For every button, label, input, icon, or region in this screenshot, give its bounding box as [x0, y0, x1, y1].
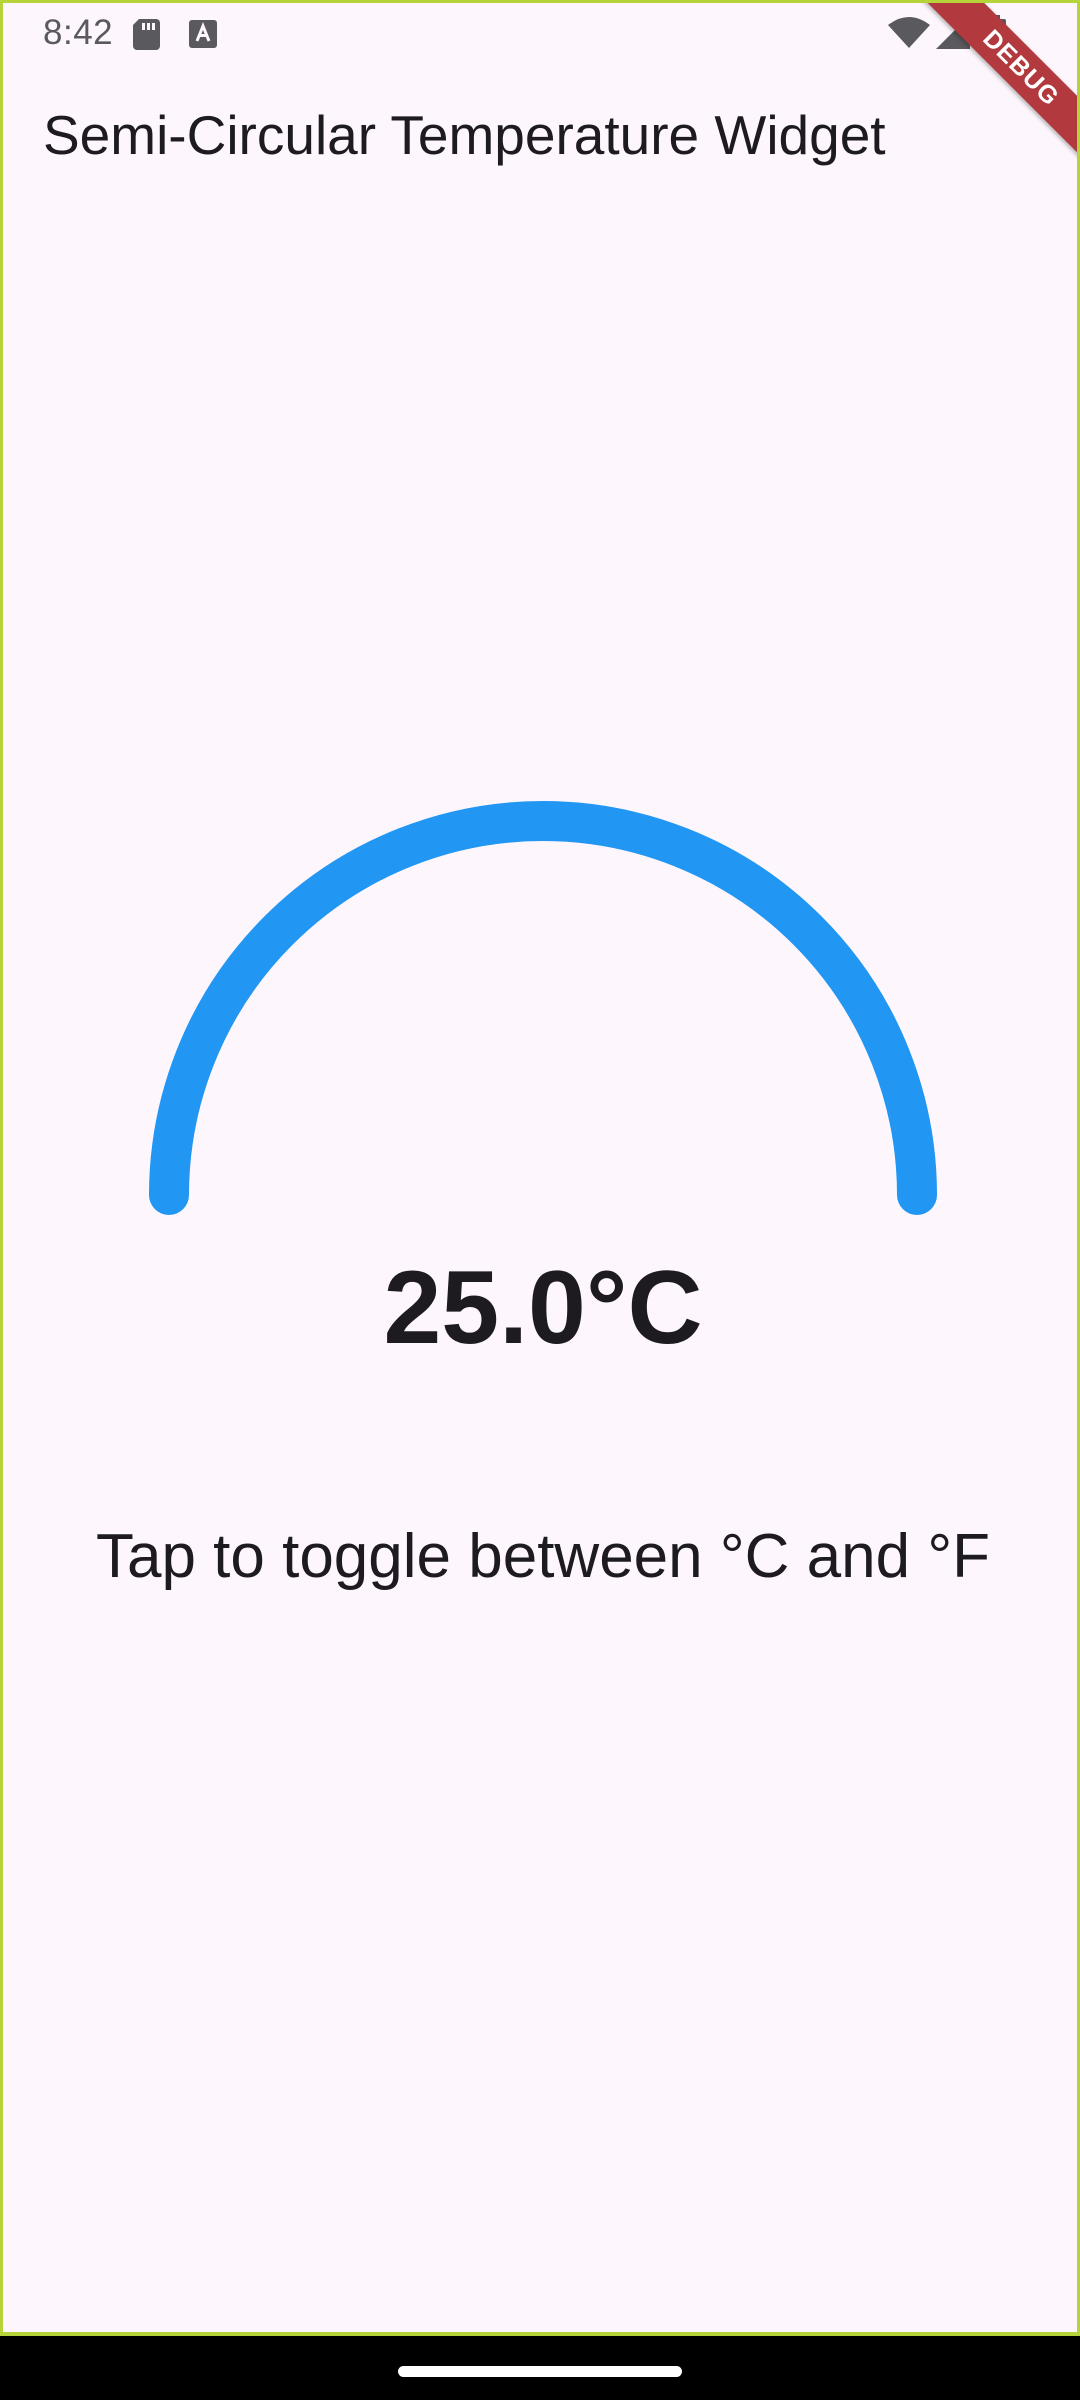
app-screen: 8:42 DEBUG Semi-Circular Temperature Wid…	[0, 0, 1080, 2336]
app-bar-title: Semi-Circular Temperature Widget	[43, 104, 886, 166]
sd-card-icon	[133, 19, 160, 50]
gauge-arc	[149, 801, 937, 1215]
temperature-value[interactable]: 25.0°C	[383, 1250, 703, 1366]
temperature-gauge[interactable]	[3, 3, 1080, 1403]
toggle-hint-text: Tap to toggle between °C and °F	[95, 1522, 991, 1591]
home-gesture-handle[interactable]	[398, 2366, 682, 2377]
status-time: 8:42	[43, 13, 114, 52]
a-notification-icon	[189, 20, 217, 48]
wifi-icon	[888, 17, 930, 48]
